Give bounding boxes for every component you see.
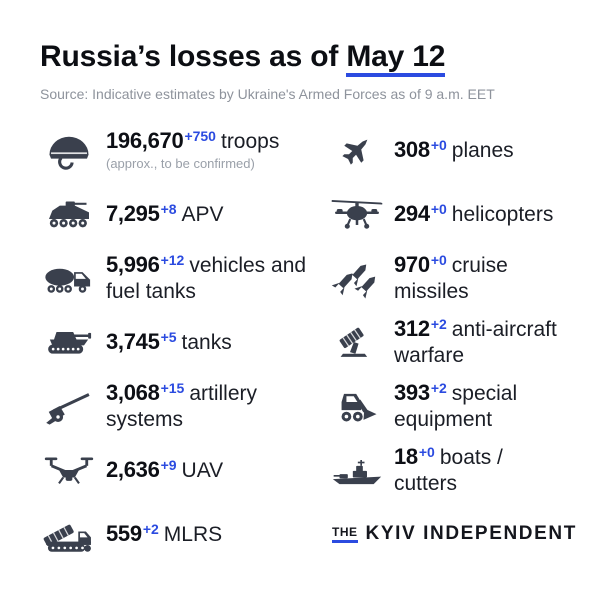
mlrs-icon — [40, 512, 98, 556]
stat-row: 196,670+750 troops (approx., to be confir… — [40, 118, 562, 182]
stat-value: 2,636 — [106, 456, 160, 482]
stat-value: 196,670 — [106, 128, 184, 154]
stat-row: 2,636+9 UAV 18+0 boats / cutters — [40, 438, 562, 502]
stat-delta: +2 — [430, 315, 447, 332]
stat-delta: +5 — [160, 328, 177, 345]
stat-label: troops — [220, 130, 280, 154]
stat-delta: +12 — [160, 251, 185, 268]
stat-value: 970 — [394, 251, 430, 277]
stat-text: 559+2 MLRS — [106, 521, 222, 548]
stat-row: 5,996+12 vehicles and fuel tanks — [40, 246, 562, 310]
stat-cell-boats: 18+0 boats / cutters — [328, 444, 562, 496]
logo-name: KYIV INDEPENDENT — [365, 523, 577, 544]
stat-delta: +15 — [160, 379, 185, 396]
artillery-icon — [40, 384, 98, 428]
stat-delta: +2 — [142, 520, 159, 537]
stat-label: special equipment — [394, 381, 518, 431]
stat-cell-artillery: 3,068+15 artillery systems — [40, 380, 328, 432]
stat-label: UAV — [181, 458, 224, 482]
stat-value: 3,745 — [106, 328, 160, 354]
stat-value: 5,996 — [106, 251, 160, 277]
stat-value: 18 — [394, 443, 418, 469]
stat-delta: +0 — [430, 251, 447, 268]
logo-the: THE — [332, 525, 358, 543]
stat-cell-tanks: 3,745+5 tanks — [40, 322, 328, 362]
stat-label: anti-aircraft warfare — [394, 317, 557, 367]
stat-cell-uav: 2,636+9 UAV — [40, 450, 328, 490]
jet-icon — [328, 128, 386, 172]
stat-delta: +750 — [184, 128, 216, 145]
stat-value: 393 — [394, 379, 430, 405]
stat-text: 18+0 boats / cutters — [394, 444, 562, 496]
title-date: May 12 — [346, 40, 445, 77]
stat-label: vehicles and fuel tanks — [106, 253, 307, 303]
stat-value: 7,295 — [106, 200, 160, 226]
source-line: Source: Indicative estimates by Ukraine'… — [40, 86, 495, 102]
stat-text: 196,670+750 troops (approx., to be confir… — [106, 128, 279, 172]
kyiv-independent-logo: THE KYIV INDEPENDENT — [328, 523, 577, 545]
stat-text: 2,636+9 UAV — [106, 457, 223, 484]
tank-icon — [40, 322, 98, 362]
stat-delta: +2 — [430, 379, 447, 396]
stat-cell-special-equipment: 393+2 special equipment — [328, 380, 562, 432]
helicopter-icon — [328, 193, 386, 235]
stat-delta: +9 — [160, 456, 177, 473]
stat-note: (approx., to be confirmed) — [106, 155, 255, 171]
stat-text: 970+0 cruise missiles — [394, 252, 562, 304]
stat-text: 312+2 anti-aircraft warfare — [394, 316, 562, 368]
stat-cell-planes: 308+0 planes — [328, 128, 562, 172]
stat-text: 7,295+8 APV — [106, 201, 224, 228]
stat-label: planes — [451, 138, 514, 162]
stat-label: MLRS — [163, 522, 223, 546]
title-text: Russia’s losses as of — [40, 40, 347, 73]
ship-icon — [328, 450, 386, 490]
stat-text: 393+2 special equipment — [394, 380, 562, 432]
stat-delta: +0 — [418, 443, 435, 460]
stat-text: 294+0 helicopters — [394, 201, 553, 228]
stat-label: helicopters — [451, 202, 554, 226]
stat-text: 3,068+15 artillery systems — [106, 380, 322, 432]
stat-text: 5,996+12 vehicles and fuel tanks — [106, 252, 322, 304]
stat-value: 308 — [394, 136, 430, 162]
stat-delta: +0 — [430, 136, 447, 153]
apv-icon — [40, 194, 98, 234]
stat-label: cruise missiles — [394, 253, 508, 303]
stat-cell-mlrs: 559+2 MLRS — [40, 512, 328, 556]
stat-row: 3,745+5 tanks 312+2 anti-aircraft warf — [40, 310, 562, 374]
stat-cell-troops: 196,670+750 troops (approx., to be confir… — [40, 128, 328, 172]
stat-row: 3,068+15 artillery systems 393+2 special e — [40, 374, 562, 438]
stat-row: 7,295+8 APV 294 — [40, 182, 562, 246]
stat-label: artillery systems — [106, 381, 257, 431]
stat-value: 312 — [394, 315, 430, 341]
stat-delta: +8 — [160, 200, 177, 217]
stats-grid: 196,670+750 troops (approx., to be confir… — [40, 118, 575, 566]
stat-cell-vehicles: 5,996+12 vehicles and fuel tanks — [40, 252, 328, 304]
anti-aircraft-icon — [328, 320, 386, 364]
stat-value: 3,068 — [106, 379, 160, 405]
stat-value: 294 — [394, 200, 430, 226]
stat-label: tanks — [181, 330, 232, 354]
stat-label: APV — [181, 202, 224, 226]
fuel-truck-icon — [40, 257, 98, 299]
stat-delta: +0 — [430, 200, 447, 217]
helmet-icon — [40, 130, 98, 170]
stat-cell-anti-aircraft: 312+2 anti-aircraft warfare — [328, 316, 562, 368]
infographic: Russia’s losses as of May 12 Source: Ind… — [40, 40, 575, 566]
stat-cell-cruise-missiles: 970+0 cruise missiles — [328, 252, 562, 304]
special-equipment-icon — [328, 384, 386, 428]
stat-label: boats / cutters — [394, 445, 503, 495]
page-title: Russia’s losses as of May 12 — [40, 40, 562, 77]
stat-cell-helicopters: 294+0 helicopters — [328, 193, 562, 235]
stat-row: 559+2 MLRS THE KYIV INDEPENDENT — [40, 502, 575, 566]
stat-text: 308+0 planes — [394, 137, 514, 164]
cruise-missiles-icon — [328, 256, 386, 300]
stat-cell-apv: 7,295+8 APV — [40, 194, 328, 234]
drone-icon — [40, 450, 98, 490]
stat-text: 3,745+5 tanks — [106, 329, 232, 356]
stat-value: 559 — [106, 520, 142, 546]
